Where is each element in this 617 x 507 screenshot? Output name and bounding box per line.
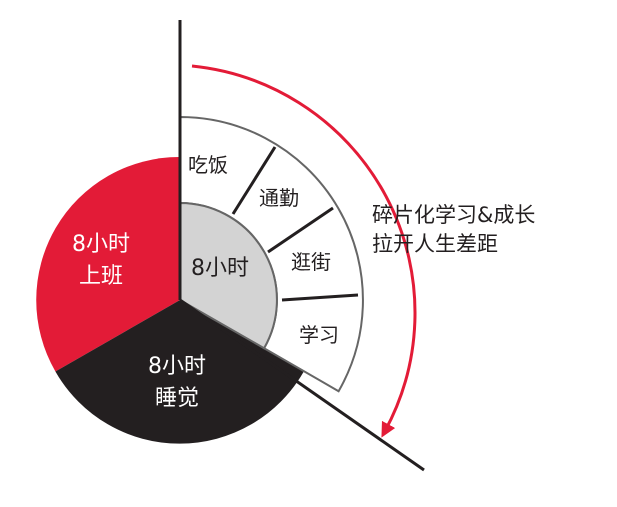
activity-separator (231, 146, 277, 215)
work-sector (36, 156, 180, 372)
annotation-line-2: 拉开人生差距 (372, 232, 498, 256)
growth-arrow (191, 64, 417, 438)
free-hours-label: 8小时 (191, 256, 249, 281)
activity-label-shopping: 逛街 (291, 250, 331, 274)
work-label: 上班 (79, 264, 123, 289)
activity-label-study: 学习 (299, 323, 339, 347)
activity-label-eating: 吃饭 (188, 153, 228, 177)
sleep-hours-label: 8小时 (148, 354, 206, 379)
activity-label-commute: 通勤 (259, 186, 299, 210)
work-hours-label: 8小时 (72, 232, 130, 257)
sleep-label: 睡觉 (155, 386, 199, 411)
diagonal-divider-line (179, 298, 425, 472)
free-time-sector (179, 201, 278, 350)
activity-separator (281, 293, 359, 302)
activity-separator (267, 206, 334, 254)
annotation-line-1: 碎片化学习&成长 (372, 203, 535, 227)
